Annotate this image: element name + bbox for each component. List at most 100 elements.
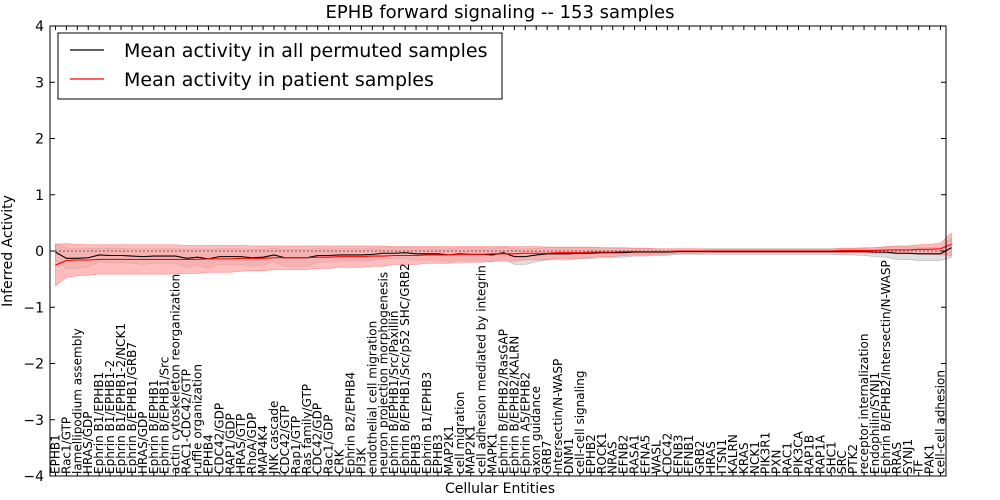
x-category-label: JNK cascade (267, 401, 281, 475)
x-category-label: EFNB1 (682, 435, 696, 474)
x-category-label: Endophilin/SYNJ1 (868, 372, 882, 474)
x-category-label: HRAS/GTP (234, 414, 248, 474)
x-category-label: MAPK1 (486, 433, 500, 474)
x-category-label: GRB2 (693, 440, 707, 474)
band-patient (55, 232, 952, 287)
series-lines (55, 243, 952, 266)
x-category-label: Rac1/GDP (322, 415, 336, 474)
y-tick-label: −1 (23, 300, 44, 316)
y-tick-label: 0 (35, 244, 44, 260)
y-tick-label: −4 (23, 469, 44, 485)
x-category-label: RAP1A (813, 434, 827, 474)
x-category-label: Ras family/GTP (300, 384, 314, 474)
x-category-label: Ephrin B1/EPHB3 (420, 372, 434, 474)
x-category-label: CDC42 (660, 433, 674, 474)
x-category-label: HRAS (704, 441, 718, 474)
x-category-label: Ephrin B/EPHB1/Src/p52 SHC/GRB2 (398, 263, 412, 474)
y-tick-label: −3 (23, 413, 44, 429)
x-category-label: EPHB1 (48, 434, 62, 474)
x-category-label: RhoA/GDP (245, 413, 259, 474)
x-category-label: CDC42/GDP (311, 403, 325, 474)
x-category-label: Ephrin B/EPHB1 (147, 380, 161, 474)
x-category-label: KALRN (726, 434, 740, 474)
x-category-label: WASL (649, 440, 663, 474)
y-tick-label: 2 (35, 132, 44, 148)
x-category-label: Ephrin B1/EPHB1-2/NCK1 (114, 323, 128, 474)
x-category-label: PI3K (354, 447, 368, 474)
x-category-label: MAP2K1 (464, 425, 478, 474)
x-category-label: MAP4K4 (256, 425, 270, 474)
x-category-label: Rac1/GTP (59, 417, 73, 474)
y-tick-label: 4 (35, 19, 44, 35)
legend-box (57, 32, 503, 100)
legend: Mean activity in all permuted samples Me… (57, 32, 503, 100)
x-category-label: EFNB2 (617, 435, 631, 474)
x-category-label: Ephrin B1/EPHB1 (92, 372, 106, 474)
x-category-label: Rap1/GTP (289, 416, 303, 474)
x-category-label: NCK1 (748, 441, 762, 474)
x-category-label: RAP1/GDP (223, 413, 237, 474)
x-category-label: Ephrin B1/EPHB1-2 (103, 360, 117, 474)
x-category-label: Ephrin A5/EPHB2 (518, 372, 532, 474)
x-category-label: EPHB3 (431, 434, 445, 474)
x-category-label: EPHB3 (409, 434, 423, 474)
x-category-label: axon guidance (529, 386, 543, 474)
x-category-label: PTK2 (846, 444, 860, 474)
x-category-label: CRK (333, 448, 347, 474)
y-axis-title: Inferred Activity (0, 195, 16, 307)
x-category-label: Ephrin B/EPHB1/Src (158, 357, 172, 474)
x-category-label: SRC (835, 450, 849, 474)
x-category-label: actin cytoskeleton reorganization (169, 274, 183, 474)
y-axis-ticks: −4 −3 −2 −1 0 1 2 3 4 (23, 19, 946, 485)
x-category-label: PAK1 (923, 444, 937, 474)
line-patient (55, 243, 952, 266)
x-category-label: Intersectin/N-WASP (551, 359, 565, 474)
x-category-label: CDC42/GTP (278, 405, 292, 474)
x-category-label: CDC42/GDP (212, 403, 226, 474)
x-category-label: Ephrin B/EPHB1/Src/Paxillin (387, 310, 401, 474)
x-category-label: PXN (770, 450, 784, 474)
y-tick-label: 3 (35, 75, 44, 91)
x-category-label: MAP2K1 (442, 425, 456, 474)
line-permuted (55, 247, 952, 260)
x-category-label: cell migration (453, 392, 467, 474)
x-category-label: RAP1B (802, 435, 816, 474)
x-category-label: RASA1 (628, 434, 642, 474)
x-category-label: cell-cell adhesion (934, 370, 948, 474)
x-category-label: cell-cell signaling (573, 371, 587, 475)
y-tick-label: −2 (23, 357, 44, 373)
legend-label-patient: Mean activity in patient samples (124, 69, 434, 91)
x-category-label: receptor internalization (857, 334, 871, 474)
x-category-label: SYNJ1 (901, 439, 915, 474)
y-tick-label: 1 (35, 188, 44, 204)
x-category-label: Ephrin B/EPHB2/Intersectin/N-WASP (879, 260, 893, 474)
x-category-label: EPHB2 (584, 434, 598, 474)
x-category-label: SHC1 (824, 441, 838, 474)
x-category-label: NRAS (606, 441, 620, 474)
x-category-label: PIK3R1 (759, 432, 773, 474)
x-category-label: ITSN1 (715, 439, 729, 474)
plot-frame (49, 25, 947, 477)
x-category-label: neuron projection morphogenesis (376, 272, 390, 474)
x-category-label: DNM1 (562, 438, 576, 474)
x-category-label: endothelial cell migration (365, 321, 379, 474)
chart-title: EPHB forward signaling -- 153 samples (326, 2, 675, 23)
x-category-label: RRAS (890, 442, 904, 474)
x-category-label: TF (912, 460, 926, 475)
x-category-label: ruffle organization (191, 364, 205, 474)
x-category-label: EPHB4 (201, 434, 215, 474)
x-category-label: HRAS/GDP (81, 411, 95, 474)
legend-label-permuted: Mean activity in all permuted samples (124, 40, 487, 62)
x-category-label: RAC1 (781, 442, 795, 474)
x-axis-title: Cellular Entities (445, 481, 555, 497)
x-category-label: cell adhesion mediated by integrin (475, 265, 489, 474)
x-category-label: GRB7 (540, 440, 554, 474)
x-category-label: Ephrin B/EPHB1/GRB7 (125, 342, 139, 474)
x-category-label: lamellipodium assembly (70, 328, 84, 474)
x-category-label: EFNA5 (639, 435, 653, 474)
x-category-label: PIK3CA (791, 430, 805, 474)
x-category-label: Ephrin B2/EPHB4 (343, 372, 357, 474)
x-category-label: Ephrin B/EPHB2/KALRN (507, 336, 521, 474)
